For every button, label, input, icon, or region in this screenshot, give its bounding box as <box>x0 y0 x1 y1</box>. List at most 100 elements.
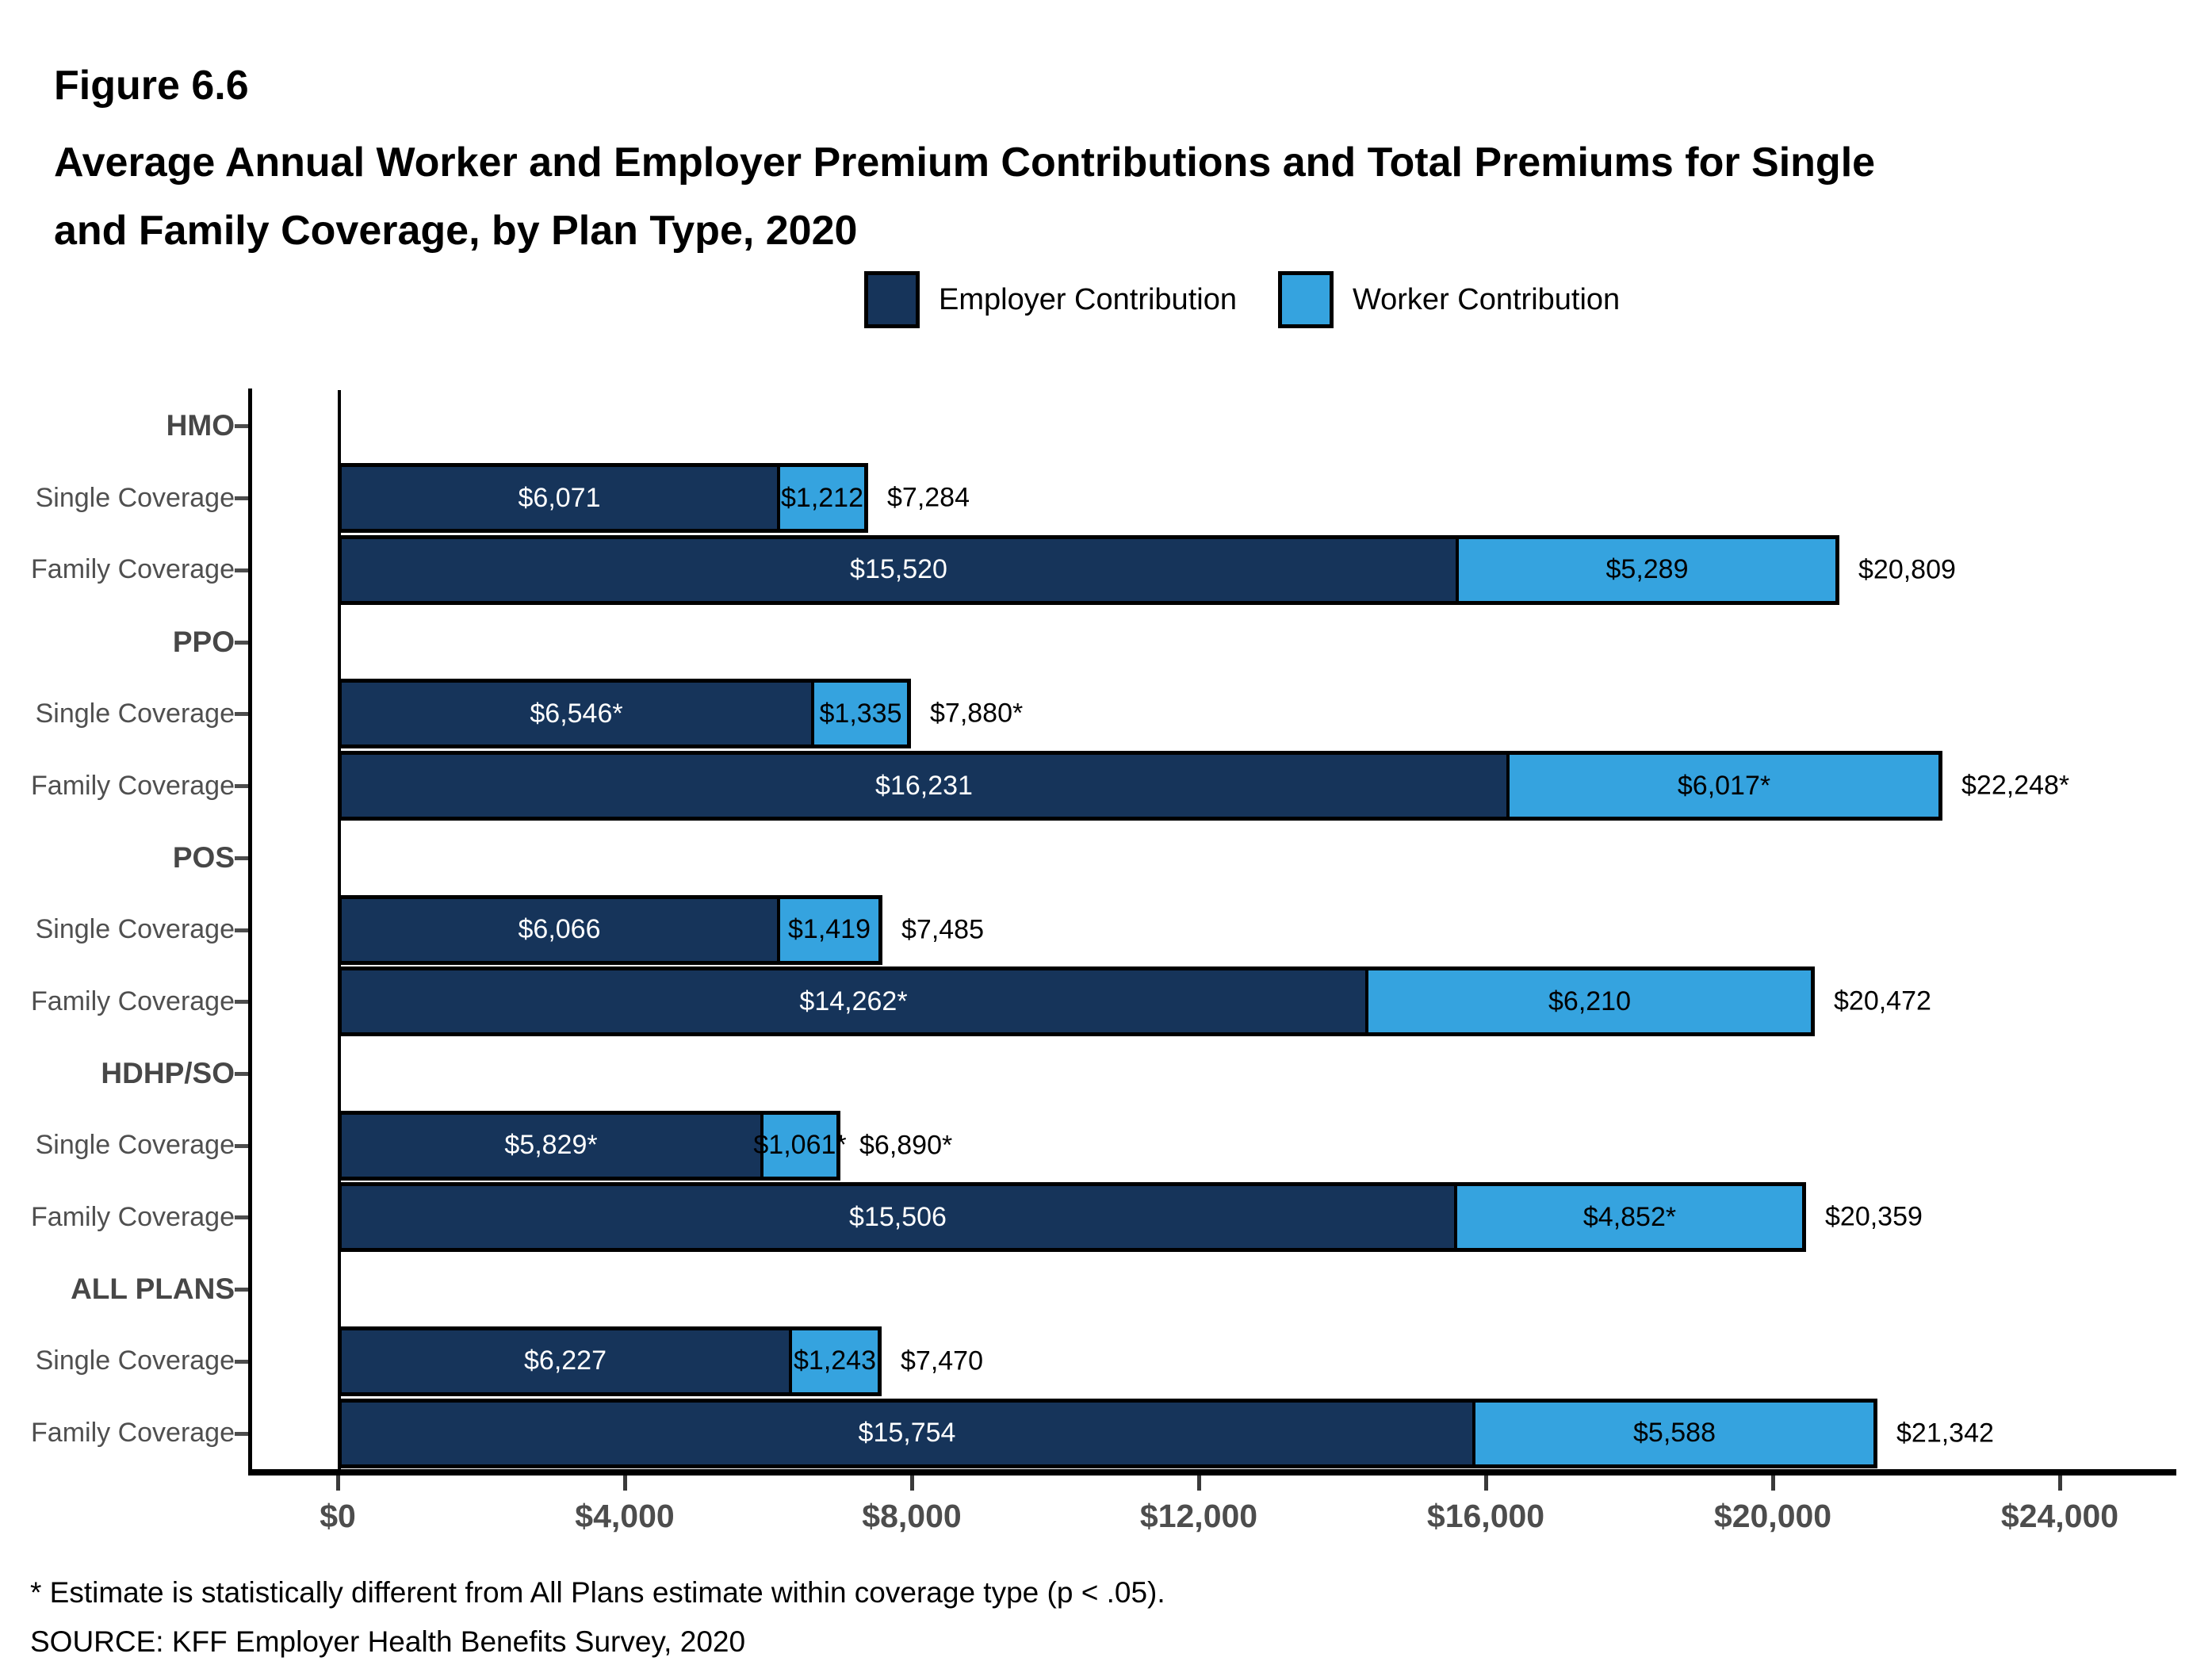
x-axis-line <box>248 1469 2176 1476</box>
employer-value-label: $6,066 <box>518 914 601 944</box>
worker-color-swatch <box>1277 271 1334 328</box>
employer-value-label: $6,546* <box>530 698 623 729</box>
chart-row: Family Coverage $15,520 $5,289 $20,809 <box>31 534 2176 606</box>
chart-row: Family Coverage $15,506 $4,852* $20,359 <box>31 1181 2176 1254</box>
total-value-label: $20,809 <box>1858 554 1956 585</box>
employer-segment: $5,829* <box>342 1114 760 1177</box>
chart-row: Family Coverage $15,754 $5,588 $21,342 <box>31 1397 2176 1469</box>
employer-segment: $6,227 <box>342 1330 789 1392</box>
coverage-label: Family Coverage <box>31 1201 235 1232</box>
worker-value-label: $4,852* <box>1582 1201 1677 1232</box>
coverage-label: Family Coverage <box>31 986 235 1016</box>
employer-segment: $15,754 <box>342 1402 1472 1464</box>
x-tick-mark <box>623 1476 627 1491</box>
x-axis: $0 $4,000 $8,000 $12,000 $16,000 $20,000 $24,0… <box>0 1476 2212 1571</box>
y-tick-mark <box>235 928 248 932</box>
x-tick-label: $4,000 <box>575 1498 675 1534</box>
employer-value-label: $15,754 <box>858 1418 956 1449</box>
group-label: HMO <box>166 409 235 442</box>
y-tick-mark <box>235 1288 248 1292</box>
y-tick-mark <box>235 1431 248 1436</box>
employer-value-label: $6,071 <box>518 482 601 513</box>
chart-row: Single Coverage $6,227 $1,243 $7,470 <box>36 1326 2176 1398</box>
worker-value-label: $1,212 <box>781 482 863 513</box>
worker-segment: $1,335 <box>811 683 907 745</box>
y-tick-mark <box>235 424 248 429</box>
y-tick-mark <box>235 712 248 717</box>
x-tick-label: $0 <box>320 1498 356 1534</box>
legend-label-employer: Employer Contribution <box>939 282 1237 316</box>
group-label: ALL PLANS <box>71 1273 235 1306</box>
x-tick-label: $16,000 <box>1426 1498 1545 1534</box>
worker-segment: $1,212 <box>777 467 864 530</box>
stacked-bar: $6,546* $1,335 <box>338 679 911 749</box>
x-tick-mark <box>1197 1476 1201 1491</box>
chart-row: Family Coverage $16,231 $6,017* $22,248* <box>31 750 2176 822</box>
employer-segment: $6,066 <box>342 898 777 961</box>
footnote-source: SOURCE: KFF Employer Health Benefits Sur… <box>30 1625 746 1658</box>
worker-value-label: $1,335 <box>819 698 902 729</box>
employer-segment: $16,231 <box>342 755 1506 817</box>
plot-area: HMO Single Coverage $6,071 $1,212 $7,284 Fami… <box>31 390 2176 1469</box>
employer-value-label: $5,829* <box>504 1130 598 1161</box>
x-tick-mark <box>336 1476 340 1491</box>
coverage-label: Single Coverage <box>35 914 235 944</box>
employer-value-label: $15,520 <box>850 554 947 585</box>
chart-row: Single Coverage $5,829* $1,061* $6,890* <box>36 1109 2176 1181</box>
x-tick-mark <box>2058 1476 2062 1491</box>
employer-value-label: $15,506 <box>849 1201 947 1232</box>
x-tick-label: $24,000 <box>2000 1498 2119 1534</box>
worker-segment: $1,243 <box>789 1330 878 1392</box>
worker-value-label: $6,017* <box>1677 770 1771 801</box>
y-tick-mark <box>235 1000 248 1005</box>
stacked-bar: $14,262* $6,210 <box>338 966 1815 1037</box>
x-tick-mark <box>1484 1476 1488 1491</box>
worker-value-label: $5,588 <box>1633 1418 1716 1449</box>
chart-title-line-1: Average Annual Worker and Employer Premi… <box>54 140 1876 186</box>
worker-value-label: $1,061* <box>753 1130 847 1161</box>
worker-value-label: $6,210 <box>1548 986 1631 1016</box>
worker-value-label: $1,419 <box>788 914 871 944</box>
chart-title: Average Annual Worker and Employer Premi… <box>54 128 1875 265</box>
stacked-bar: $15,506 $4,852* <box>338 1182 1806 1253</box>
worker-segment: $1,419 <box>777 898 878 961</box>
total-value-label: $6,890* <box>859 1130 953 1161</box>
stacked-bar: $15,754 $5,588 <box>338 1398 1877 1468</box>
coverage-label: Family Coverage <box>31 554 235 585</box>
stacked-bar: $6,071 $1,212 <box>338 463 868 534</box>
total-value-label: $21,342 <box>1896 1418 1994 1449</box>
worker-value-label: $1,243 <box>794 1345 876 1376</box>
total-value-label: $7,485 <box>901 914 984 944</box>
coverage-label: Single Coverage <box>35 1345 235 1376</box>
employer-segment: $6,071 <box>342 467 777 530</box>
group-label: HDHP/SO <box>101 1056 235 1089</box>
chart-row: Single Coverage $6,066 $1,419 $7,485 <box>36 894 2176 966</box>
legend-item-employer: Employer Contribution <box>864 271 1237 328</box>
total-value-label: $7,284 <box>887 482 970 513</box>
employer-segment: $15,506 <box>342 1186 1454 1249</box>
chart-row: Single Coverage $6,546* $1,335 $7,880* <box>36 678 2176 750</box>
y-tick-mark <box>235 1143 248 1148</box>
worker-segment: $6,017* <box>1506 755 1938 817</box>
group-header-row: POS <box>173 821 2176 894</box>
group-header-row: HMO <box>166 390 2176 462</box>
worker-value-label: $5,289 <box>1605 554 1689 585</box>
stacked-bar: $5,829* $1,061* <box>338 1110 847 1181</box>
worker-segment: $1,061* <box>753 1114 847 1177</box>
x-tick-mark <box>1771 1476 1775 1491</box>
y-tick-mark <box>235 568 248 572</box>
worker-segment: $5,588 <box>1472 1402 1873 1464</box>
chart-row: Family Coverage $14,262* $6,210 $20,472 <box>31 966 2176 1038</box>
employer-segment: $15,520 <box>342 538 1456 601</box>
worker-segment: $6,210 <box>1365 970 1811 1033</box>
legend: Employer Contribution Worker Contributio… <box>864 271 1620 328</box>
total-value-label: $20,472 <box>1834 986 1931 1016</box>
coverage-label: Family Coverage <box>31 770 235 801</box>
total-value-label: $7,880* <box>930 698 1024 729</box>
y-tick-mark <box>235 1359 248 1364</box>
y-tick-mark <box>235 784 248 789</box>
chart-row: Single Coverage $6,071 $1,212 $7,284 <box>36 462 2176 534</box>
group-label: POS <box>172 840 235 874</box>
legend-label-worker: Worker Contribution <box>1352 282 1621 316</box>
employer-value-label: $14,262* <box>799 986 908 1016</box>
